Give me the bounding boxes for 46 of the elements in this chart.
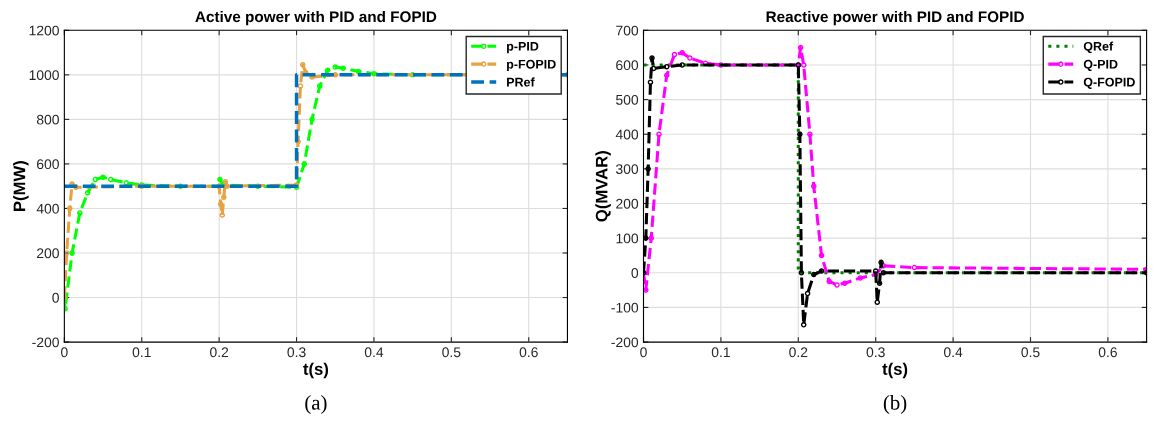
x-tick-label: 0.6 [519,347,538,358]
y-tick-label: -200 [611,337,639,348]
y-tick-label: 0 [52,292,59,303]
x-tick-label: 0.2 [210,347,229,358]
y-axis-title: P(MW) [13,161,29,211]
legend-label: p-FOPID [507,59,556,72]
y-tick-label: -100 [611,302,639,313]
y-tick-label: 300 [616,164,639,175]
y-tick-label: 400 [615,129,639,140]
x-tick-label: 0 [640,347,647,358]
x-tick-label: 0.3 [866,347,885,358]
legend-label: PRef [507,77,535,87]
x-tick-label: 0.5 [1021,347,1040,358]
legend-label: QRef [1083,41,1114,54]
y-tick-label: -200 [32,337,59,348]
x-tick-label: 0.5 [442,347,461,358]
legend-label: Q-FOPID [1083,77,1135,89]
y-tick-label: 600 [37,159,59,170]
y-tick-label: 200 [37,248,59,259]
x-axis-title: t(s) [882,362,908,379]
x-tick-label: 0.1 [711,347,730,358]
x-tick-label: 0.4 [364,347,384,358]
legend-label: p-PID [507,42,539,54]
x-tick-label: 0 [61,347,68,358]
y-tick-label: 200 [616,198,639,209]
x-axis-title: t(s) [303,362,329,379]
y-tick-label: 400 [36,203,59,214]
y-tick-label: 1000 [29,70,59,81]
x-tick-label: 0.1 [132,347,151,358]
text: (b) [883,395,907,414]
y-tick-label: 500 [616,94,639,105]
legend-label: Q-PID [1083,59,1118,71]
y-tick-label: 600 [616,60,639,71]
y-tick-label: 800 [36,114,59,125]
x-tick-label: 0.4 [943,347,963,358]
y-tick-label: 1200 [29,25,59,36]
chart-title: Reactive power with PID and FOPID [766,10,1024,26]
chart-title: Active power with PID and FOPID [195,10,437,26]
y-axis-title: Q(MVAR) [595,151,611,222]
y-tick-label: 700 [616,25,639,36]
x-tick-label: 0.3 [287,347,306,358]
y-tick-label: 100 [616,233,639,244]
x-tick-label: 0.2 [789,347,808,358]
x-tick-label: 0.6 [1098,347,1117,358]
text: (a) [305,395,327,414]
y-tick-label: 0 [631,268,639,278]
